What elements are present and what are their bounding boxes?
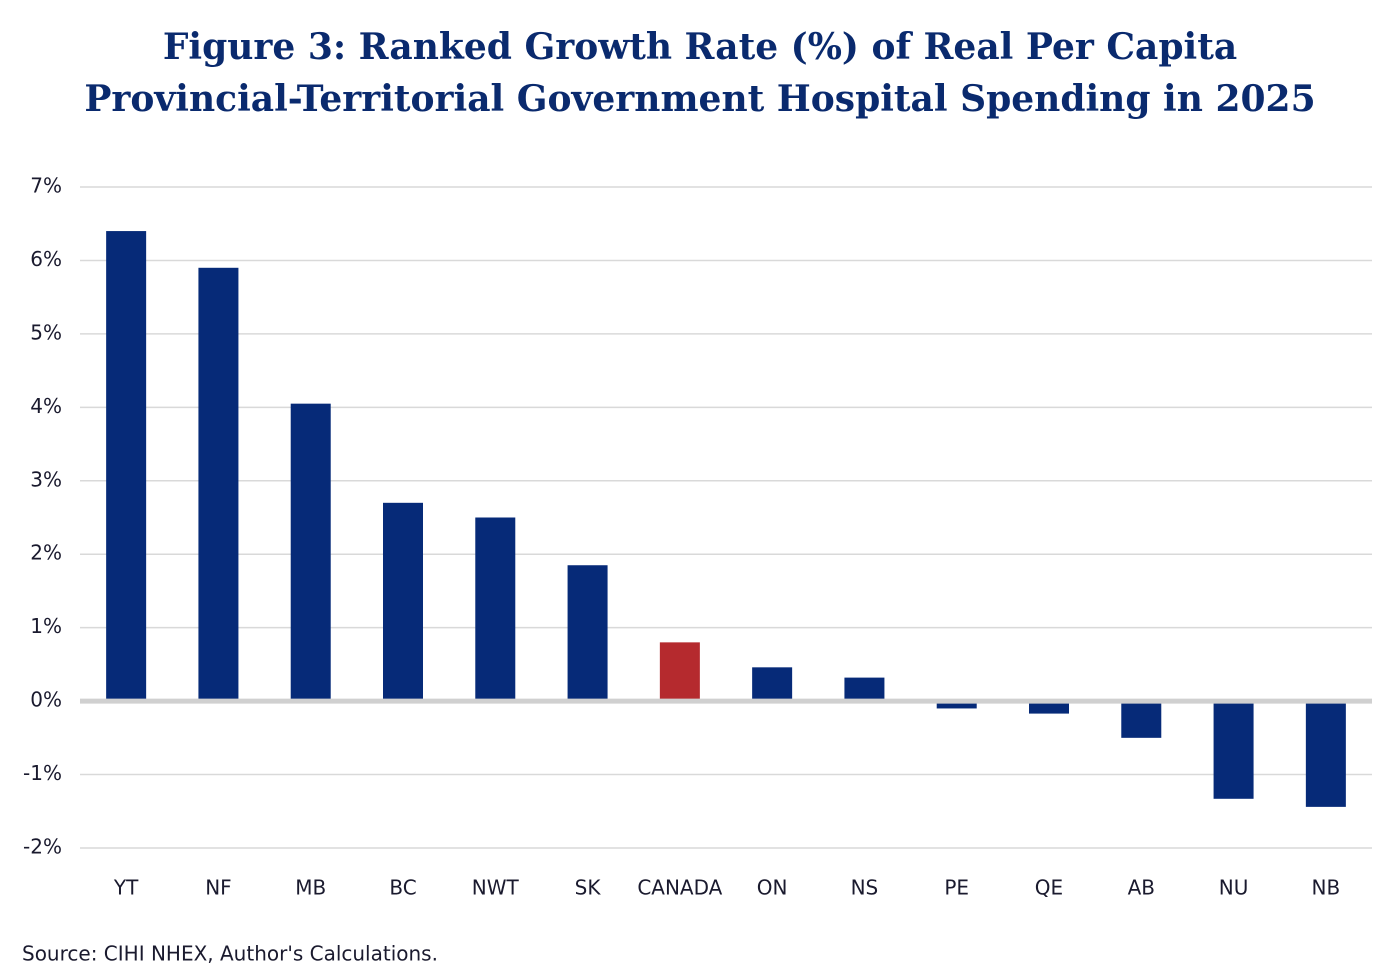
y-tick-label: 7% <box>30 174 62 198</box>
y-tick-label: -1% <box>23 761 62 785</box>
x-tick-label: NU <box>1219 876 1249 900</box>
y-tick-label: 3% <box>30 467 62 491</box>
y-tick-label: 0% <box>30 688 62 712</box>
bar <box>936 701 977 709</box>
x-tick-label: AB <box>1128 876 1155 900</box>
bar <box>844 677 885 702</box>
bar <box>752 667 793 702</box>
y-tick-label: 2% <box>30 541 62 565</box>
x-tick-label: YT <box>113 876 139 900</box>
x-tick-label: NS <box>851 876 879 900</box>
bar <box>659 642 700 702</box>
bar <box>383 502 423 702</box>
x-tick-label: NWT <box>472 876 520 900</box>
y-tick-label: 6% <box>30 247 62 271</box>
bar <box>1121 701 1162 738</box>
x-tick-label: PE <box>944 876 969 900</box>
x-tick-label: NB <box>1312 876 1341 900</box>
bar <box>475 517 516 702</box>
bar <box>1029 701 1069 714</box>
bar <box>1213 701 1254 799</box>
y-tick-label: 4% <box>30 394 62 418</box>
chart-title: Provincial-Territorial Government Hospit… <box>84 78 1315 120</box>
x-tick-label: SK <box>575 876 602 900</box>
chart-title: Figure 3: Ranked Growth Rate (%) of Real… <box>163 26 1237 68</box>
y-tick-label: -2% <box>23 835 62 859</box>
x-tick-label: NF <box>205 876 231 900</box>
y-tick-label: 1% <box>30 614 62 638</box>
bar <box>567 565 608 702</box>
bar <box>1305 701 1346 807</box>
bar <box>290 403 331 702</box>
x-tick-label: QE <box>1035 876 1063 900</box>
y-tick-label: 5% <box>30 320 62 344</box>
x-tick-label: ON <box>757 876 788 900</box>
bar <box>198 267 239 702</box>
x-tick-label: CANADA <box>637 876 722 900</box>
bar <box>106 231 147 702</box>
x-tick-label: MB <box>295 876 326 900</box>
source-note: Source: CIHI NHEX, Author's Calculations… <box>22 942 438 966</box>
x-tick-label: BC <box>389 876 416 900</box>
